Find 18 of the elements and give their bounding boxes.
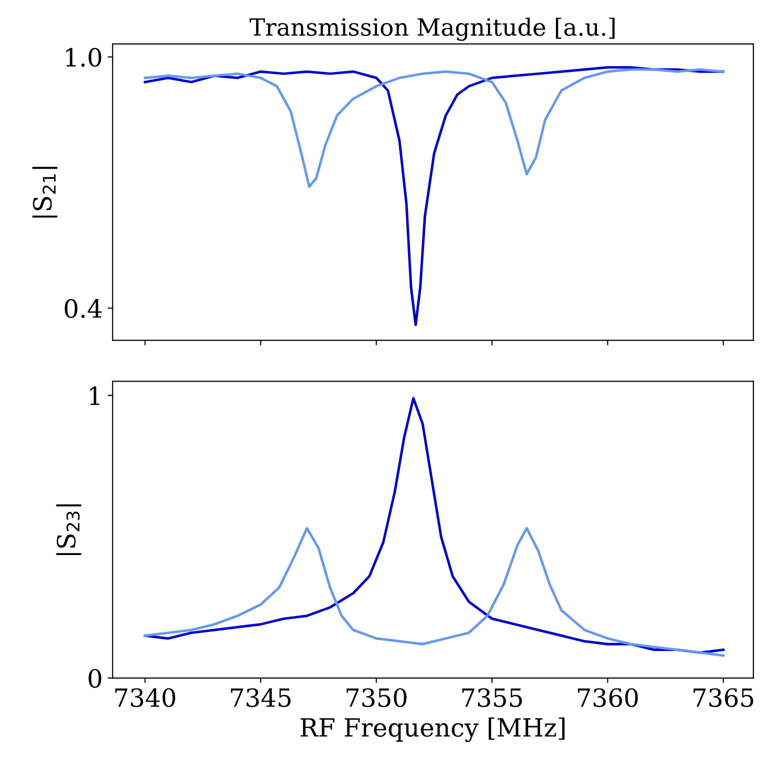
y-axis-title: |S$_{23}$| <box>56 504 82 556</box>
y-tick-label: 1 <box>90 386 100 405</box>
x-tick-label: 7345 <box>230 688 291 708</box>
y-tick-label: 0 <box>88 668 102 688</box>
y-tick-label: 1.0 <box>66 48 102 67</box>
y-axis-title: |S$_{21}$| <box>32 166 58 218</box>
x-tick-label: 7350 <box>346 688 406 708</box>
line-series <box>144 68 725 188</box>
x-tick-label: 7360 <box>578 688 638 708</box>
y-tick-label: 0.4 <box>64 299 102 318</box>
chart-title: Transmission Magnitude [a.u.] <box>250 18 615 41</box>
x-tick-label: 7340 <box>115 688 176 708</box>
x-tick-label: 7355 <box>462 688 522 708</box>
line-series <box>144 66 725 326</box>
line-series <box>144 526 725 657</box>
line-series <box>144 396 725 654</box>
x-tick-label: 7365 <box>694 688 754 708</box>
x-axis-title: RF Frequency [MHz] <box>300 718 565 742</box>
